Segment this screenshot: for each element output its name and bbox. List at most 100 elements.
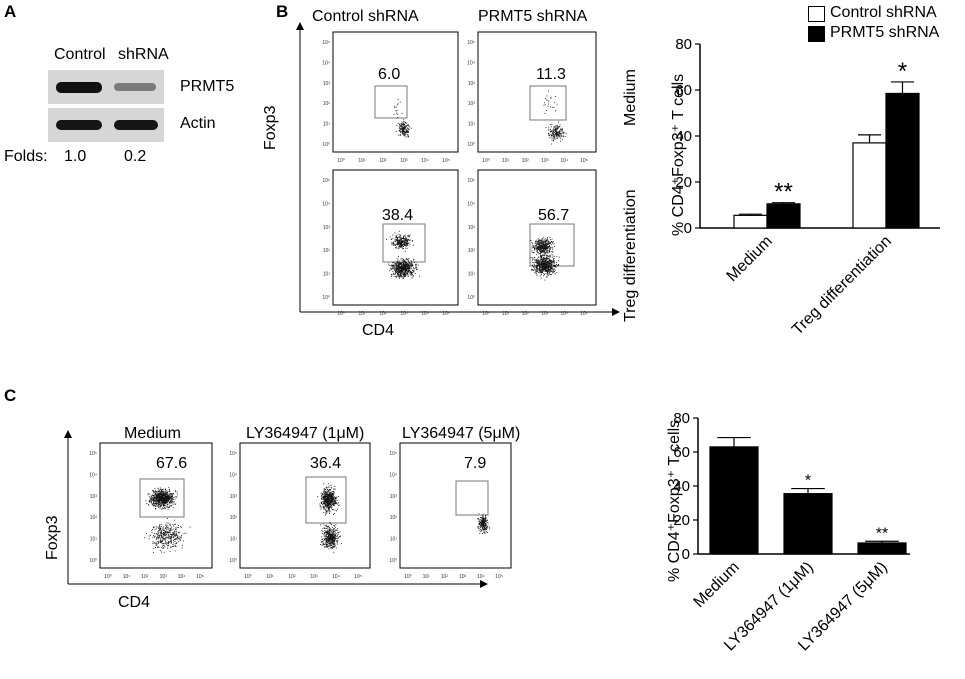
event-dot bbox=[405, 126, 407, 127]
event-dot bbox=[554, 273, 556, 275]
event-dot bbox=[321, 493, 323, 495]
event-dot bbox=[329, 505, 331, 507]
event-dot bbox=[396, 274, 398, 276]
fold-value-shrna: 0.2 bbox=[124, 148, 147, 165]
event-dot bbox=[400, 134, 402, 136]
event-dot bbox=[408, 242, 410, 244]
event-dot bbox=[538, 263, 540, 265]
event-dot bbox=[398, 245, 400, 246]
event-dot bbox=[414, 273, 416, 274]
event-dot bbox=[403, 244, 405, 246]
event-dot bbox=[552, 248, 554, 250]
event-dot bbox=[544, 269, 546, 271]
event-dot bbox=[173, 493, 174, 495]
event-dot bbox=[170, 529, 172, 531]
event-dot bbox=[151, 495, 153, 497]
event-dot bbox=[171, 542, 172, 544]
event-dot bbox=[553, 260, 555, 262]
event-dot bbox=[403, 269, 405, 271]
y-tick-label: 10⁰ bbox=[322, 142, 330, 148]
x-tick-label: 10⁵ bbox=[442, 158, 450, 164]
event-dot bbox=[156, 503, 158, 505]
event-dot bbox=[549, 249, 550, 251]
event-dot bbox=[541, 239, 542, 241]
event-dot bbox=[535, 271, 537, 273]
event-dot bbox=[532, 246, 534, 248]
event-dot bbox=[398, 243, 400, 244]
event-dot bbox=[175, 503, 177, 505]
event-dot bbox=[554, 138, 556, 140]
event-dot bbox=[171, 526, 172, 528]
event-dot bbox=[551, 251, 553, 252]
event-dot bbox=[541, 259, 543, 261]
x-tick-label: 10³ bbox=[541, 311, 549, 317]
event-dot bbox=[401, 130, 403, 132]
event-dot bbox=[165, 542, 167, 544]
event-dot bbox=[325, 492, 326, 494]
event-dot bbox=[544, 264, 546, 265]
band-prmt5-shrna bbox=[114, 83, 156, 91]
event-dot bbox=[548, 269, 550, 271]
event-dot bbox=[157, 488, 159, 489]
event-dot bbox=[325, 497, 326, 499]
event-dot bbox=[173, 532, 175, 534]
event-dot bbox=[556, 133, 558, 135]
event-dot bbox=[552, 271, 554, 273]
event-dot bbox=[165, 526, 167, 527]
event-dot bbox=[327, 483, 329, 485]
event-dot bbox=[534, 258, 536, 260]
event-dot bbox=[550, 268, 552, 270]
event-dot bbox=[547, 267, 549, 268]
event-dot bbox=[328, 499, 330, 501]
event-dot bbox=[327, 504, 329, 506]
event-dot bbox=[404, 132, 406, 134]
event-dot bbox=[538, 252, 539, 254]
event-dot bbox=[406, 242, 408, 244]
event-dot bbox=[535, 259, 537, 261]
event-dot bbox=[159, 503, 160, 505]
event-dot bbox=[549, 256, 551, 258]
event-dot bbox=[553, 264, 554, 266]
event-dot bbox=[555, 133, 557, 135]
event-dot bbox=[174, 545, 176, 547]
event-dot bbox=[546, 110, 547, 111]
event-dot bbox=[401, 126, 403, 128]
event-dot bbox=[325, 496, 327, 497]
event-dot bbox=[550, 106, 552, 108]
event-dot bbox=[539, 275, 541, 277]
event-dot bbox=[164, 539, 166, 541]
event-dot bbox=[408, 265, 410, 267]
event-dot bbox=[413, 271, 415, 273]
event-dot bbox=[323, 483, 325, 485]
event-dot bbox=[412, 264, 414, 266]
x-category-label: Medium bbox=[724, 233, 776, 285]
event-dot bbox=[157, 533, 159, 535]
event-dot bbox=[170, 500, 172, 502]
event-dot bbox=[551, 246, 553, 248]
x-tick-label: 10¹ bbox=[358, 158, 366, 164]
event-dot bbox=[539, 271, 541, 272]
event-dot bbox=[412, 259, 414, 261]
event-dot bbox=[391, 265, 393, 267]
event-dot bbox=[543, 266, 545, 268]
event-dot bbox=[334, 498, 336, 500]
event-dot bbox=[176, 542, 178, 544]
event-dot bbox=[152, 499, 154, 501]
event-dot bbox=[539, 250, 541, 252]
event-dot bbox=[547, 269, 548, 271]
event-dot bbox=[329, 490, 331, 492]
event-dot bbox=[540, 248, 542, 250]
event-dot bbox=[159, 505, 161, 507]
event-dot bbox=[407, 135, 409, 137]
event-dot bbox=[160, 498, 162, 500]
event-dot bbox=[551, 253, 553, 255]
event-dot bbox=[403, 241, 405, 243]
event-dot bbox=[406, 263, 408, 265]
event-dot bbox=[155, 526, 157, 528]
event-dot bbox=[152, 541, 154, 543]
event-dot bbox=[396, 110, 398, 111]
event-dot bbox=[407, 265, 408, 267]
event-dot bbox=[161, 525, 163, 527]
event-dot bbox=[397, 240, 399, 242]
event-dot bbox=[161, 504, 163, 506]
